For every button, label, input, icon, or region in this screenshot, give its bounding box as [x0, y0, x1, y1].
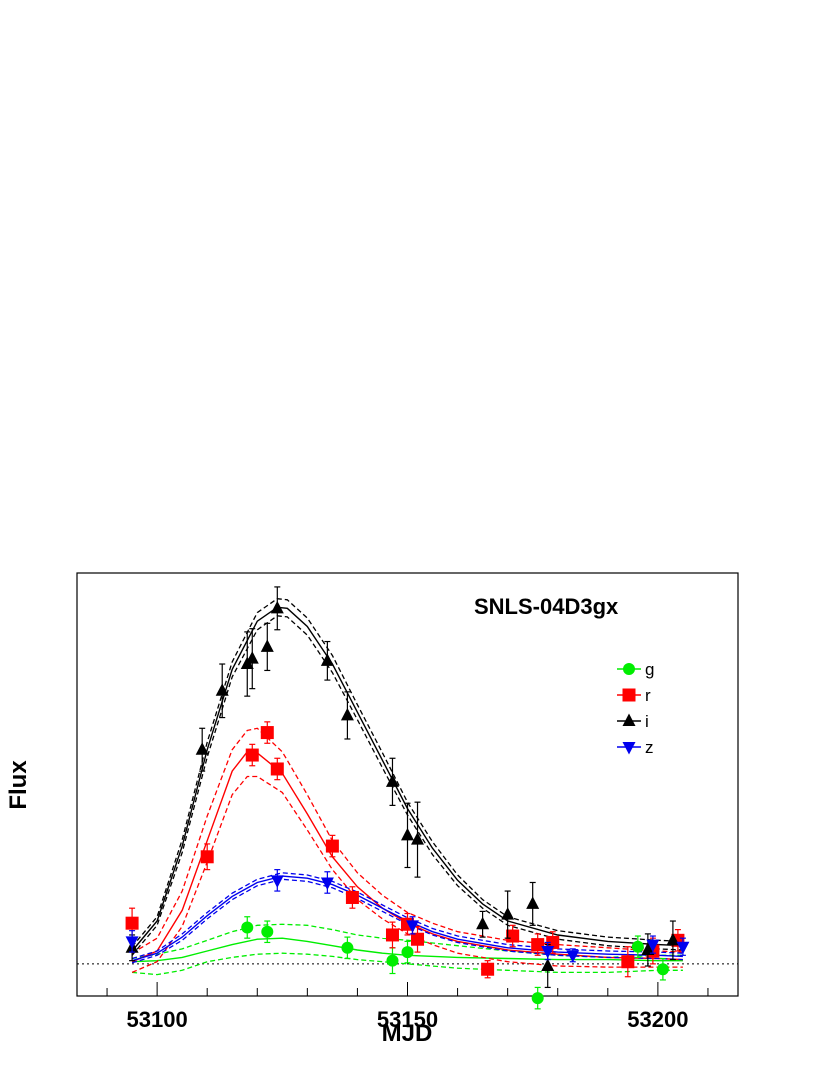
data-point-i	[270, 600, 284, 614]
data-point-g	[631, 940, 644, 953]
data-point-i	[476, 916, 490, 930]
data-point-g	[341, 941, 354, 954]
data-point-i	[195, 742, 209, 755]
data-point-g	[401, 946, 414, 959]
data-point-i	[245, 651, 259, 664]
data-point-i	[260, 639, 274, 652]
data-point-g	[531, 992, 544, 1005]
data-point-z	[406, 920, 420, 933]
data-point-r	[506, 929, 520, 943]
data-point-z	[125, 936, 139, 949]
data-point-i	[411, 832, 425, 845]
data-point-r	[546, 935, 560, 949]
data-point-i	[641, 942, 655, 955]
data-point-r	[621, 955, 635, 969]
data-point-r	[411, 932, 425, 946]
y-axis-title: Flux	[5, 760, 32, 810]
model-lower-g	[132, 952, 683, 976]
data-point-g	[386, 954, 399, 967]
data-point-g	[656, 963, 669, 976]
model-upper-i	[131, 598, 683, 948]
data-point-z	[270, 875, 284, 888]
data-point-r	[345, 890, 359, 904]
x-axis: 53100 53150 53200	[106, 982, 709, 1032]
x-tick-label: 53200	[627, 1007, 688, 1032]
data-point-z	[320, 877, 334, 890]
legend-marker-r	[622, 688, 636, 702]
model-curve-i	[131, 606, 683, 952]
data-points	[125, 586, 690, 1010]
data-point-r	[531, 938, 545, 952]
data-point-g	[241, 921, 254, 934]
data-point-i	[401, 827, 414, 841]
legend-marker-i	[622, 713, 636, 726]
legend-label-r: r	[645, 686, 651, 705]
data-point-z	[566, 950, 580, 963]
data-point-i	[385, 774, 399, 787]
data-point-r	[200, 850, 214, 864]
x-tick-label: 53150	[377, 1007, 438, 1032]
data-point-z	[541, 946, 555, 959]
data-point-i	[501, 907, 515, 920]
data-point-i	[541, 958, 555, 972]
legend-marker-z	[622, 742, 636, 755]
model-lower-i	[131, 615, 683, 956]
data-point-i	[340, 707, 354, 721]
legend-label-z: z	[645, 738, 654, 757]
data-point-i	[215, 683, 229, 696]
x-tick-label: 53100	[127, 1007, 188, 1032]
chart-title: SNLS-04D3gx	[474, 594, 619, 619]
model-upper-g	[131, 923, 683, 960]
data-point-z	[646, 939, 660, 953]
legend-marker-g	[623, 663, 635, 675]
legend-label-i: i	[645, 712, 649, 731]
data-point-r	[125, 916, 139, 930]
data-point-r	[260, 726, 274, 740]
data-point-r	[481, 962, 495, 976]
data-point-g	[261, 925, 274, 938]
data-point-r	[245, 748, 259, 762]
data-point-r	[325, 839, 339, 853]
legend-label-g: g	[645, 660, 654, 679]
x-axis-title: MJD	[382, 1020, 433, 1047]
data-point-i	[666, 932, 680, 946]
data-point-z	[676, 941, 690, 955]
data-point-r	[270, 762, 284, 776]
data-point-i	[526, 896, 540, 909]
data-point-i	[320, 653, 334, 666]
data-point-r	[385, 928, 399, 942]
